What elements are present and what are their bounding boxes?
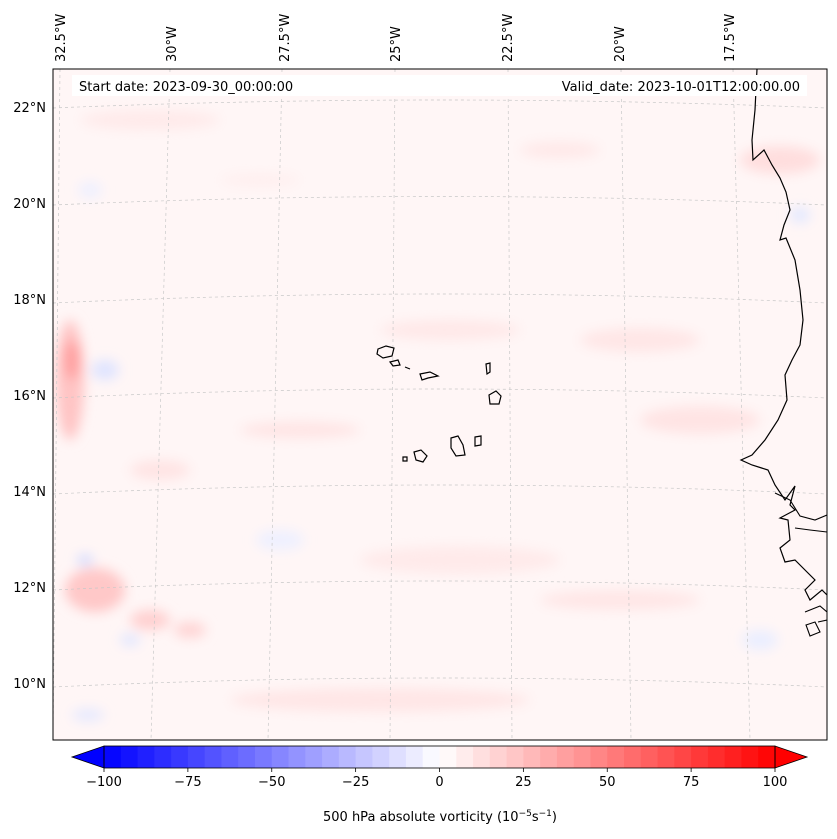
map-frame	[52, 68, 828, 741]
colorbar-bin	[405, 746, 424, 768]
map-background	[53, 69, 827, 740]
colorbar-extend-high	[774, 745, 809, 769]
colorbar-bin	[439, 746, 457, 768]
colorbar-bin	[573, 746, 592, 768]
lon-label: 30°W	[165, 26, 180, 62]
vorticity-field	[56, 110, 820, 721]
colorbar-tick-label: 50	[599, 775, 616, 790]
colorbar-bin	[741, 746, 759, 768]
colorbar-bin	[556, 746, 575, 768]
start-date-label: Start date: 2023-09-30_00:00:00	[79, 80, 293, 95]
header-bar	[72, 75, 807, 96]
colorbar-bin	[355, 746, 373, 768]
lon-label: 22.5°W	[501, 14, 516, 62]
colorbar-bin	[187, 746, 206, 768]
colorbar-bin	[238, 746, 256, 768]
latitude-labels: 22°N 20°N 18°N 16°N 14°N 12°N 10°N	[13, 101, 46, 692]
colorbar-tick-label: 0	[435, 775, 443, 790]
colorbar-bin	[322, 746, 340, 768]
lat-label: 22°N	[13, 101, 46, 116]
colorbar-bin	[640, 746, 659, 768]
map-area	[53, 69, 827, 740]
colorbar-bin	[104, 746, 122, 768]
colorbar-bin	[724, 746, 743, 768]
lat-label: 12°N	[13, 581, 46, 596]
colorbar-bin	[254, 746, 273, 768]
lat-label: 18°N	[13, 293, 46, 308]
colorbar-bin	[456, 746, 474, 768]
colorbar-tick-label: 100	[763, 775, 788, 790]
lon-label: 32.5°W	[54, 14, 69, 62]
colorbar-bin	[120, 746, 139, 768]
colorbar-bin	[389, 746, 407, 768]
colorbar-bin	[137, 746, 155, 768]
longitude-labels: 32.5°W 30°W 27.5°W 25°W 22.5°W 20°W 17.5…	[54, 14, 738, 62]
colorbar-bin	[372, 746, 390, 768]
colorbar-bin	[489, 746, 508, 768]
valid-date-label: Valid_date: 2023-10-01T12:00:00.00	[562, 80, 800, 95]
colorbar-bin	[338, 746, 357, 768]
colorbar-bin	[305, 746, 323, 768]
lon-label: 27.5°W	[278, 14, 293, 62]
colorbar-bin	[758, 746, 776, 768]
coastline-africa	[739, 69, 827, 601]
colorbar-bin	[674, 746, 692, 768]
colorbar-tick-label: 25	[515, 775, 532, 790]
colorbar-bin	[624, 746, 642, 768]
colorbar-bin	[523, 746, 541, 768]
lat-label: 16°N	[13, 389, 46, 404]
cape-verde-islands	[376, 345, 502, 463]
lat-label: 10°N	[13, 677, 46, 692]
lon-label: 17.5°W	[723, 14, 738, 62]
colorbar-tick-label: −50	[258, 775, 285, 790]
colorbar-tick-label: 75	[683, 775, 700, 790]
colorbar-bin	[288, 746, 306, 768]
colorbar: −100 −75 −50 −25 0 25 50 75 100	[70, 745, 809, 790]
colorbar-bin	[506, 746, 524, 768]
lon-label: 25°W	[389, 26, 404, 62]
colorbar-bin	[657, 746, 675, 768]
lat-label: 20°N	[13, 197, 46, 212]
colorbar-bin	[691, 746, 709, 768]
colorbar-bin	[607, 746, 625, 768]
colorbar-bin	[221, 746, 239, 768]
colorbar-bin	[154, 746, 172, 768]
colorbar-tick-label: −25	[342, 775, 369, 790]
lon-label: 20°W	[613, 26, 628, 62]
colorbar-label: 500 hPa absolute vorticity (10−5s−1)	[323, 809, 557, 825]
colorbar-bin	[473, 746, 491, 768]
colorbar-tick-label: −100	[86, 775, 122, 790]
colorbar-bin	[590, 746, 608, 768]
colorbar-bin	[171, 746, 189, 768]
colorbar-extend-low	[70, 745, 105, 769]
colorbar-tick-label: −75	[174, 775, 201, 790]
lat-label: 14°N	[13, 485, 46, 500]
colorbar-bin	[540, 746, 558, 768]
colorbar-bin	[422, 746, 441, 768]
colorbar-bin	[204, 746, 223, 768]
colorbar-bin	[271, 746, 290, 768]
colorbar-bin	[707, 746, 726, 768]
graticule	[53, 69, 827, 740]
